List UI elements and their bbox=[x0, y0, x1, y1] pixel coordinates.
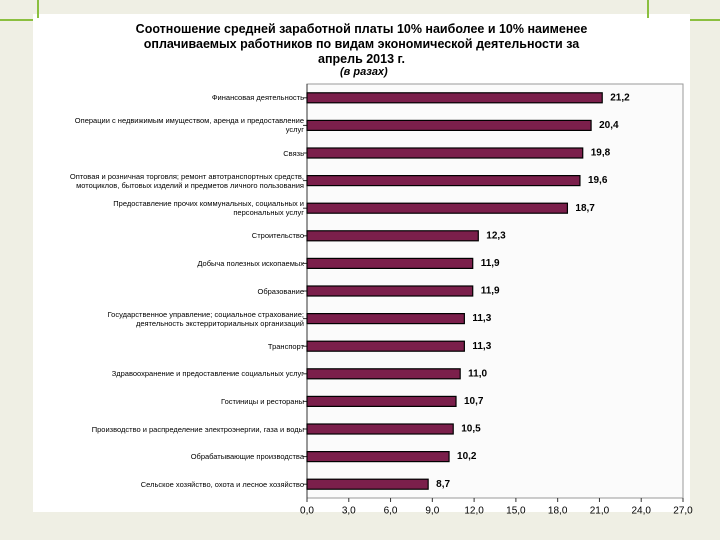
y-tick-label: Предоставление прочих коммунальных, соци… bbox=[113, 199, 304, 218]
bar bbox=[306, 313, 465, 325]
bar bbox=[306, 147, 584, 159]
x-tick-label: 24,0 bbox=[631, 506, 651, 517]
value-label: 18,7 bbox=[575, 203, 595, 214]
x-tick-label: 18,0 bbox=[548, 506, 568, 517]
bar bbox=[306, 340, 465, 352]
value-label: 21,2 bbox=[610, 92, 630, 103]
bar bbox=[306, 202, 569, 214]
value-label: 19,8 bbox=[591, 148, 611, 159]
y-tick-label: Обрабатывающие производства bbox=[190, 452, 304, 462]
y-tick-label: Государственное управление; социальное с… bbox=[107, 309, 304, 328]
y-tick-label: Добыча полезных ископаемых bbox=[197, 258, 304, 268]
chart-subtitle: (в разах) bbox=[340, 66, 388, 78]
bar bbox=[306, 119, 592, 132]
y-tick-label: Связь bbox=[283, 148, 304, 158]
value-label: 11,9 bbox=[481, 258, 500, 269]
bar bbox=[306, 368, 461, 380]
value-label: 10,5 bbox=[461, 424, 481, 435]
bar bbox=[306, 175, 581, 187]
value-label: 11,3 bbox=[472, 341, 491, 352]
value-label: 10,7 bbox=[464, 396, 484, 407]
bar bbox=[306, 285, 474, 297]
bar bbox=[306, 451, 450, 463]
bar bbox=[306, 230, 479, 242]
value-label: 11,9 bbox=[481, 286, 500, 297]
bar bbox=[306, 423, 454, 435]
y-tick-label: Операции с недвижимым имуществом, аренда… bbox=[74, 116, 304, 135]
y-tick-label: Финансовая деятельность bbox=[211, 93, 304, 103]
y-tick-label: Транспорт bbox=[267, 341, 304, 351]
x-tick-label: 3,0 bbox=[342, 506, 356, 517]
y-tick-label: Гостиницы и рестораны bbox=[221, 396, 304, 406]
x-tick-label: 12,0 bbox=[464, 506, 484, 517]
x-tick-label: 9,0 bbox=[425, 506, 439, 517]
x-tick-label: 21,0 bbox=[590, 506, 610, 517]
bar bbox=[306, 395, 457, 407]
x-tick-label: 0,0 bbox=[300, 506, 314, 517]
y-tick-label: Строительство bbox=[251, 231, 304, 241]
value-label: 10,2 bbox=[457, 451, 477, 462]
value-label: 12,3 bbox=[486, 230, 506, 241]
value-label: 8,7 bbox=[436, 479, 450, 490]
x-tick-label: 15,0 bbox=[506, 506, 526, 517]
value-label: 11,0 bbox=[468, 368, 487, 379]
value-label: 20,4 bbox=[599, 120, 619, 131]
x-tick-label: 6,0 bbox=[384, 506, 398, 517]
bar bbox=[306, 92, 603, 104]
value-label: 19,6 bbox=[588, 175, 608, 186]
y-tick-label: Оптовая и розничная торговля; ремонт авт… bbox=[69, 171, 304, 190]
y-tick-label: Здравоохранение и предоставление социаль… bbox=[111, 369, 304, 379]
x-tick-label: 27,0 bbox=[673, 506, 693, 517]
chart-title: Соотношение средней заработной платы 10%… bbox=[135, 22, 588, 66]
y-tick-label: Производство и распределение электроэнер… bbox=[91, 424, 304, 434]
bar bbox=[306, 478, 429, 490]
y-tick-label: Сельское хозяйство, охота и лесное хозяй… bbox=[140, 479, 304, 489]
bar bbox=[306, 257, 474, 269]
y-tick-label: Образование bbox=[257, 286, 305, 296]
value-label: 11,3 bbox=[472, 313, 491, 324]
